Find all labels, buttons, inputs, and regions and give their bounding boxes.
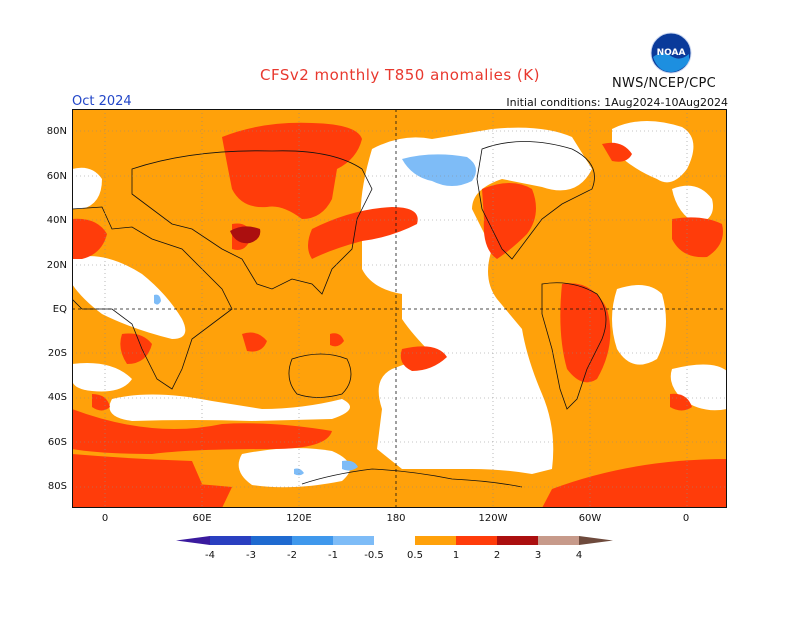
chart-title: CFSv2 monthly T850 anomalies (K): [260, 66, 540, 84]
colorbar-labels: -4 -3 -2 -1 -0.5 0.5 1 2 3 4: [205, 550, 582, 561]
colorbar-swatch: [497, 536, 538, 545]
colorbar-label: -0.5: [364, 550, 384, 561]
lat-label: 60N: [46, 171, 67, 182]
neutral-regions: [72, 120, 727, 488]
colorbar-label: 2: [494, 550, 500, 561]
lat-label: 20S: [47, 348, 67, 359]
colorbar-swatch: [251, 536, 292, 545]
lat-label: 20N: [46, 260, 67, 271]
noaa-logo: NOAA: [650, 32, 692, 74]
anomaly-map: [72, 109, 727, 508]
initial-conditions: Initial conditions: 1Aug2024-10Aug2024: [506, 96, 728, 109]
colorbar-swatch: [333, 536, 374, 545]
lat-label: 40S: [47, 392, 67, 403]
lon-label: 180: [386, 513, 406, 524]
cool-regions: [154, 154, 476, 476]
graticule: [72, 109, 727, 508]
lat-label: 80N: [46, 126, 67, 137]
lon-label: 60E: [192, 513, 212, 524]
lon-label: 120W: [478, 513, 508, 524]
colorbar-swatches: [176, 536, 613, 545]
colorbar-label: 4: [576, 550, 582, 561]
lat-label: 80S: [47, 481, 67, 492]
colorbar-label: -3: [246, 550, 256, 561]
lon-label: 0: [682, 513, 690, 524]
lon-label: 60W: [578, 513, 602, 524]
colorbar-label: 1: [453, 550, 459, 561]
forecast-month: Oct 2024: [72, 94, 132, 109]
very-strong-warm-regions: [230, 226, 261, 244]
reference-lines: [72, 109, 727, 508]
lat-label: EQ: [52, 304, 67, 315]
lon-label: 120E: [286, 513, 312, 524]
colorbar-label: -1: [328, 550, 338, 561]
lat-label: 40N: [46, 215, 67, 226]
coastlines: [72, 141, 607, 488]
colorbar-swatch: [456, 536, 497, 545]
colorbar-arrow-high: [579, 536, 613, 545]
noaa-logo-text: NOAA: [657, 48, 686, 58]
lat-label: 60S: [47, 437, 67, 448]
colorbar-label: -2: [287, 550, 297, 561]
colorbar-swatch: [538, 536, 579, 545]
colorbar-swatch: [292, 536, 333, 545]
colorbar: -4 -3 -2 -1 -0.5 0.5 1 2 3 4: [176, 536, 613, 561]
colorbar-label: 3: [535, 550, 541, 561]
lon-label: 0: [101, 513, 109, 524]
colorbar-label: 0.5: [407, 550, 423, 561]
colorbar-label: -4: [205, 550, 215, 561]
colorbar-swatch: [415, 536, 456, 545]
strong-warm-regions: [72, 122, 727, 508]
agency-label: NWS/NCEP/CPC: [612, 76, 717, 91]
colorbar-arrow-low: [176, 536, 210, 545]
colorbar-swatch: [210, 536, 251, 545]
colorbar-swatch: [374, 536, 415, 545]
